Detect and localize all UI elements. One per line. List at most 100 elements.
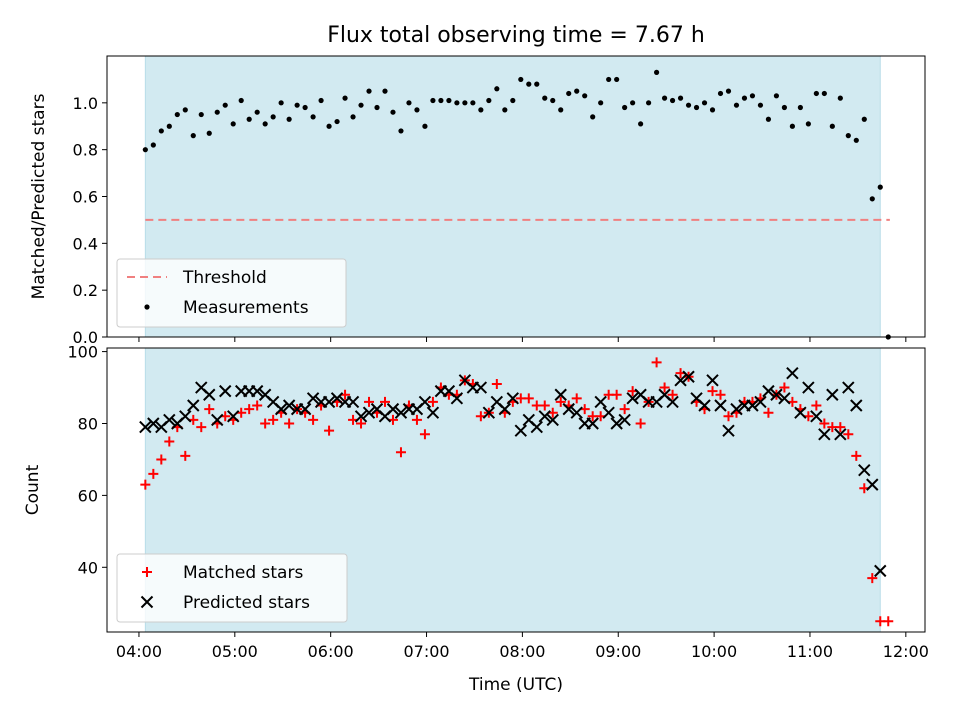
data-point <box>395 447 406 458</box>
data-point <box>802 381 815 394</box>
data-point <box>294 102 300 108</box>
data-point <box>278 100 284 106</box>
data-point <box>770 388 783 401</box>
data-point <box>139 420 152 434</box>
data-point <box>861 116 867 122</box>
y-tick-label: 1.0 <box>73 94 98 113</box>
data-point <box>306 392 320 405</box>
data-point <box>797 104 803 111</box>
data-point <box>180 450 191 461</box>
data-point <box>883 616 894 627</box>
data-point <box>534 81 540 87</box>
data-point <box>491 378 502 389</box>
legend: Matched stars Predicted stars <box>116 553 348 623</box>
data-point <box>869 196 875 202</box>
data-point <box>246 116 252 122</box>
data-point <box>498 402 512 416</box>
data-point <box>602 406 615 419</box>
data-point <box>366 88 372 94</box>
data-point <box>422 123 428 129</box>
y-tick-label: 40 <box>78 558 98 577</box>
data-point <box>254 109 260 115</box>
data-point <box>850 399 863 412</box>
data-point <box>346 395 360 409</box>
data-point <box>555 396 566 407</box>
data-point <box>574 88 580 94</box>
data-point <box>714 399 727 412</box>
data-point <box>698 399 711 412</box>
data-point <box>530 420 543 434</box>
legend-box <box>116 553 348 623</box>
legend-swatch <box>144 304 150 310</box>
data-point <box>187 399 200 412</box>
data-point <box>426 406 440 419</box>
data-point <box>566 90 572 97</box>
data-point <box>356 418 367 429</box>
data-point <box>638 121 644 127</box>
panel-1: 0.0 0.2 0.4 0.6 0.8 1.0 Matched/Predicted star… <box>29 55 926 347</box>
data-point <box>450 392 464 405</box>
data-point <box>867 573 878 584</box>
data-point <box>562 402 575 416</box>
data-point <box>701 100 708 106</box>
data-point <box>198 111 204 118</box>
data-point <box>270 114 276 120</box>
data-point <box>733 102 740 108</box>
data-point <box>196 422 207 433</box>
data-point <box>781 104 788 111</box>
data-point <box>765 116 772 122</box>
data-point <box>334 118 340 125</box>
series-predicted-stars <box>139 366 887 578</box>
data-point <box>810 410 823 423</box>
data-point <box>550 97 556 104</box>
data-point <box>677 95 684 101</box>
data-point <box>614 76 620 83</box>
y-tick-label: 0.0 <box>73 328 98 347</box>
data-point <box>746 399 759 412</box>
data-point <box>454 100 460 106</box>
data-point <box>754 395 767 409</box>
data-point <box>594 395 607 409</box>
data-point <box>723 411 734 422</box>
data-point <box>518 76 524 83</box>
data-point <box>204 404 215 415</box>
data-point <box>163 413 176 427</box>
data-point <box>851 450 862 461</box>
data-point <box>763 407 774 418</box>
data-point <box>773 93 780 99</box>
data-point <box>619 404 630 415</box>
data-point <box>845 133 851 139</box>
data-point <box>308 414 319 425</box>
data-point <box>486 97 492 104</box>
x-tick-label: 05:00 <box>212 642 258 661</box>
legend: Threshold Measurements <box>116 258 347 328</box>
legend-label: Matched stars <box>183 563 303 583</box>
x-tick-label: 06:00 <box>308 642 354 661</box>
data-point <box>502 107 508 113</box>
data-point <box>542 95 548 101</box>
data-point <box>394 406 408 419</box>
data-point <box>659 382 670 393</box>
data-point <box>414 107 420 113</box>
data-point <box>203 388 216 401</box>
legend-label: Threshold <box>182 268 267 288</box>
data-point <box>379 396 390 407</box>
data-point <box>842 381 855 394</box>
data-point <box>805 121 811 127</box>
data-point <box>757 102 764 108</box>
data-point <box>709 107 716 113</box>
x-tick-label: 07:00 <box>403 642 449 661</box>
data-point <box>326 123 332 129</box>
data-point <box>682 370 695 383</box>
data-point <box>324 425 335 436</box>
data-point <box>156 454 167 465</box>
data-point <box>358 102 364 108</box>
data-point <box>826 388 839 401</box>
data-point <box>821 90 827 97</box>
data-point <box>667 389 678 400</box>
data-point <box>630 100 636 106</box>
chart-title: Flux total observing time = 7.67 h <box>327 23 705 48</box>
y-tick-label: 100 <box>67 343 98 362</box>
data-point <box>222 102 228 108</box>
